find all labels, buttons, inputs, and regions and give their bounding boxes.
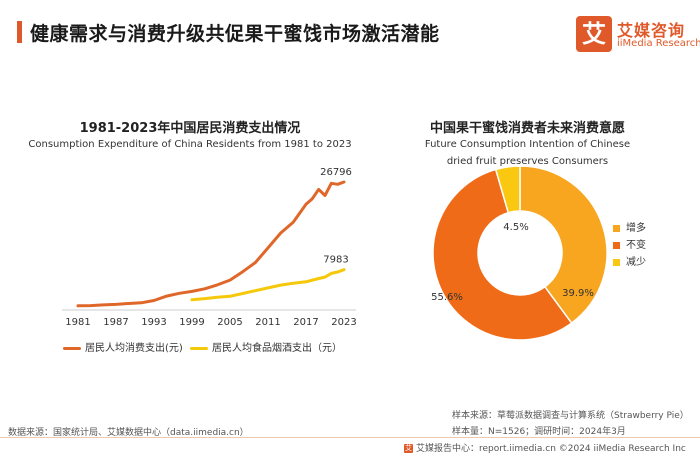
sample-source-note: 样本来源：草莓派数据调查与计算系统（Strawberry Pie）: [452, 411, 689, 421]
legend-label-consumption: 居民人均消费支出(元): [85, 343, 183, 354]
legend-swatch-food: [190, 346, 208, 350]
x-tick-label: 1993: [141, 317, 166, 328]
title-accent-bar: [17, 21, 22, 43]
line-chart-title: 1981-2023年中国居民消费支出情况: [79, 121, 301, 136]
series-line-1: [190, 268, 346, 302]
end-value-label-1: 7983: [323, 255, 348, 266]
pie-legend-swatch-same: [613, 241, 620, 249]
logo-name-en: iiMedia Research: [617, 38, 700, 49]
pie-legend-swatch-increase: [613, 224, 620, 232]
line-chart: 1981 1987 1993 1999 2005 2011 2017 2023 26796 798…: [62, 167, 357, 328]
legend-swatch-consumption: [63, 346, 81, 350]
brand-logo: 艾 艾媒咨询 iiMedia Research: [576, 14, 700, 56]
slice-value-label-0: 39.9%: [562, 288, 594, 299]
legend-item-food: 居民人均食品烟酒支出（元）: [190, 339, 342, 355]
footer-credit: 艾艾媒报告中心：report.iimedia.cn ©2024 iiMedia …: [404, 441, 686, 454]
donut-slice-0: [519, 165, 608, 325]
pie-legend-item-decrease: 减少: [613, 253, 646, 268]
pie-legend-swatch-decrease: [613, 258, 620, 266]
series-line-0: [76, 180, 346, 308]
x-tick-label: 1981: [65, 317, 90, 328]
pie-legend-item-increase: 增多: [613, 219, 646, 234]
x-tick-label: 2011: [255, 317, 280, 328]
donut-chart-title: 中国果干蜜饯消费者未来消费意愿: [429, 121, 625, 136]
sample-size-note: 样本量：N=1526；调研时间：2024年3月: [452, 427, 626, 437]
pie-legend-label-decrease: 减少: [626, 257, 646, 268]
x-tick-label: 1999: [179, 317, 204, 328]
slice-value-label-1: 55.6%: [431, 292, 463, 303]
footer-credit-text: 艾媒报告中心：report.iimedia.cn ©2024 iiMedia R…: [416, 444, 686, 454]
x-tick-label: 2023: [331, 317, 356, 328]
footer-divider: [0, 437, 700, 438]
line-chart-subtitle: Consumption Expenditure of China Residen…: [28, 139, 352, 150]
legend-item-consumption: 居民人均消费支出(元): [63, 339, 183, 355]
x-tick-label: 2017: [293, 317, 318, 328]
page-title: 健康需求与消费升级共促果干蜜饯市场激活潜能: [30, 23, 440, 45]
logo-name-cn: 艾媒咨询: [617, 21, 686, 40]
logo-mark-icon: 艾: [576, 16, 612, 52]
x-tick-label: 2005: [217, 317, 242, 328]
legend-label-food: 居民人均食品烟酒支出（元）: [212, 343, 342, 354]
pie-legend-label-increase: 增多: [626, 223, 646, 234]
pie-legend-label-same: 不变: [626, 240, 646, 251]
x-tick-label: 1987: [103, 317, 128, 328]
donut-slice-1: [432, 168, 573, 341]
donut-chart-subtitle: Future Consumption Intention of Chinese …: [424, 139, 631, 167]
slice-value-label-2: 4.5%: [503, 222, 528, 233]
donut-chart: 39.9% 55.6% 4.5%: [431, 165, 608, 341]
footer-logo-icon: 艾: [404, 444, 413, 453]
end-value-label-0: 26796: [320, 167, 352, 178]
data-source-note: 数据来源：国家统计局、艾媒数据中心（data.iimedia.cn）: [8, 428, 249, 438]
pie-legend-item-same: 不变: [613, 236, 646, 251]
donut-slice-2: [494, 165, 521, 214]
